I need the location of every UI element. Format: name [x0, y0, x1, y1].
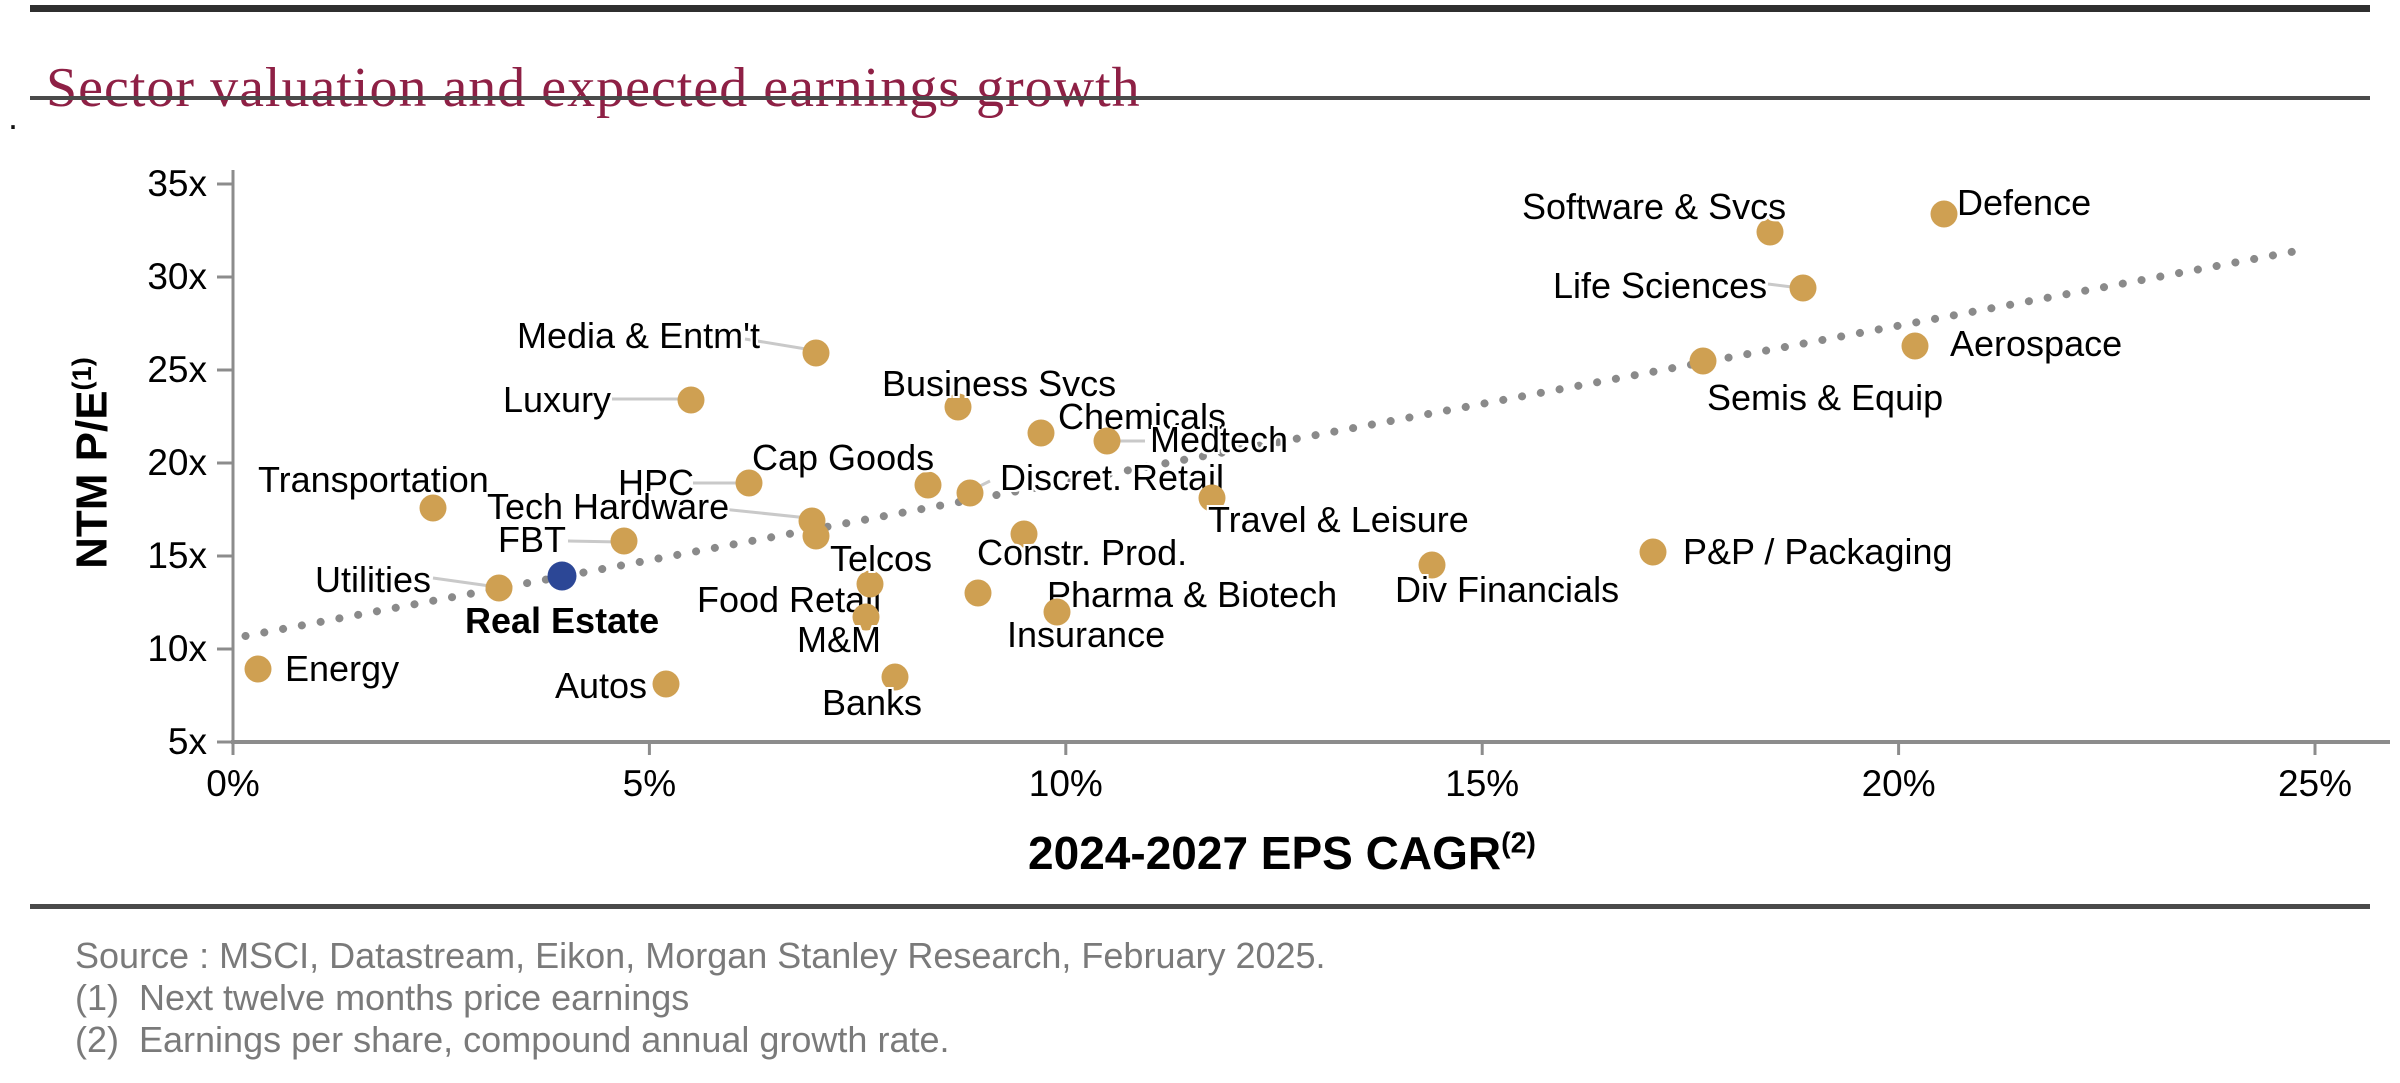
data-point-dot-p-p-packaging	[1639, 538, 1667, 566]
data-point-dot-banks	[881, 663, 909, 691]
label-leader-line	[721, 507, 809, 520]
y-tick-label: 15x	[147, 535, 207, 576]
sector-label: Travel & Leisure	[1208, 499, 1469, 540]
sector-label: Autos	[555, 665, 648, 706]
data-point-dot-luxury	[677, 386, 705, 414]
top-border-rule	[30, 5, 2370, 12]
data-point-dot-semis-equip	[1689, 347, 1717, 375]
data-point-dot-defence	[1930, 200, 1958, 228]
data-point-dot-medtech	[1093, 427, 1121, 455]
title-underline-rule	[30, 96, 2370, 100]
sector-label: Chemicals	[1058, 396, 1227, 437]
sector-label: Semis & Equip	[1707, 377, 1944, 418]
footnote-1: (1) Next twelve months price earnings	[75, 977, 690, 1018]
sector-label: Energy	[285, 648, 400, 689]
data-point-dot-insurance	[1043, 598, 1071, 626]
sector-label: Aerospace	[1950, 323, 2123, 364]
data-point-dot-aerospace	[1901, 332, 1929, 360]
x-axis-title-text: 2024-2027 EPS CAGR	[1028, 827, 1502, 879]
sector-label: Defence	[1957, 182, 2092, 223]
footnote-2: (2) Earnings per share, compound annual …	[75, 1019, 950, 1060]
sector-label: Utilities	[315, 559, 432, 600]
y-tick-label: 35x	[147, 163, 207, 204]
sector-label: Insurance	[1007, 614, 1166, 655]
data-point-dot-real-estate	[547, 561, 577, 591]
sector-label: Luxury	[503, 379, 612, 420]
stray-period-mark: .	[8, 96, 19, 137]
y-tick-label: 20x	[147, 442, 207, 483]
sector-label: M&M	[797, 619, 881, 660]
data-point-dot-transportation	[419, 494, 447, 522]
x-tick-label: 10%	[1028, 763, 1103, 804]
sector-label: Cap Goods	[752, 437, 935, 478]
sector-label: Transportation	[258, 459, 489, 500]
sector-label: Media & Entm't	[517, 315, 760, 356]
sector-label: Banks	[822, 682, 923, 723]
y-tick-label: 30x	[147, 256, 207, 297]
y-tick-label: 5x	[167, 721, 207, 762]
x-tick-label: 20%	[1861, 763, 1936, 804]
label-leader-line	[744, 337, 813, 352]
sector-label: HPC	[618, 462, 695, 503]
trendline-dotted	[241, 245, 2311, 640]
data-point-dot-energy	[244, 655, 272, 683]
data-point-dot-cap-goods	[914, 471, 942, 499]
x-tick-label: 0%	[206, 763, 260, 804]
x-axis-title: 2024-2027 EPS CAGR(2)	[882, 826, 1682, 880]
data-point-dot-software-svcs	[1756, 218, 1784, 246]
data-point-dot-fbt	[610, 527, 638, 555]
sector-label: Telcos	[830, 538, 933, 579]
sector-label: Constr. Prod.	[977, 532, 1188, 573]
data-point-dot-autos	[652, 670, 680, 698]
y-tick-label: 25x	[147, 349, 207, 390]
data-point-dot-hpc	[735, 469, 763, 497]
x-tick-label: 5%	[622, 763, 677, 804]
sector-label: Food Retail	[697, 579, 882, 620]
x-tick-label: 15%	[1445, 763, 1520, 804]
sector-label: Discret. Retail	[1000, 457, 1225, 498]
sector-label: Medtech	[1150, 419, 1289, 460]
sector-label: Real Estate	[465, 600, 660, 641]
data-point-dot-chemicals	[1027, 419, 1055, 447]
data-point-dot-constr-prod	[1010, 520, 1038, 548]
x-tick-label: 25%	[2277, 763, 2353, 804]
sector-label: FBT	[498, 519, 566, 560]
data-point-dot-discret-retail	[956, 479, 984, 507]
data-point-dot-div-financials	[1418, 551, 1446, 579]
data-point-dot-media-entm-t	[802, 339, 830, 367]
y-axis-title: NTM P/E(1)	[53, 263, 117, 663]
y-axis-footnote-marker: (1)	[66, 357, 97, 391]
y-tick-label: 10x	[147, 628, 207, 669]
footer-divider-rule	[30, 904, 2370, 909]
data-point-dot-travel-leisure	[1198, 484, 1226, 512]
sector-label: Div Financials	[1395, 569, 1620, 610]
data-point-dot-utilities	[485, 574, 513, 602]
source-line: Source : MSCI, Datastream, Eikon, Morgan…	[75, 935, 1326, 976]
x-axis-footnote-marker: (2)	[1501, 827, 1536, 860]
data-point-dot-business-svcs	[944, 393, 972, 421]
sector-label: Business Svcs	[882, 363, 1117, 404]
data-point-dot-pharma-biotech	[964, 579, 992, 607]
sector-label: Software & Svcs	[1522, 186, 1787, 227]
sector-label: P&P / Packaging	[1683, 531, 1953, 572]
sector-label: Tech Hardware	[487, 486, 730, 527]
data-point-dot-m-m	[852, 603, 880, 631]
data-point-dot-life-sciences	[1789, 274, 1817, 302]
data-point-dot-telcos	[856, 570, 884, 598]
data-point-dot-food-retail	[802, 522, 830, 550]
sector-label: Pharma & Biotech	[1047, 574, 1338, 615]
sector-label: Life Sciences	[1553, 265, 1768, 306]
page-title: Sector valuation and expected earnings g…	[46, 56, 1141, 119]
